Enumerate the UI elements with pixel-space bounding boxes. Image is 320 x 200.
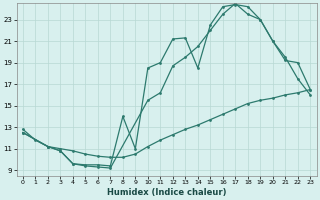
- X-axis label: Humidex (Indice chaleur): Humidex (Indice chaleur): [107, 188, 226, 197]
